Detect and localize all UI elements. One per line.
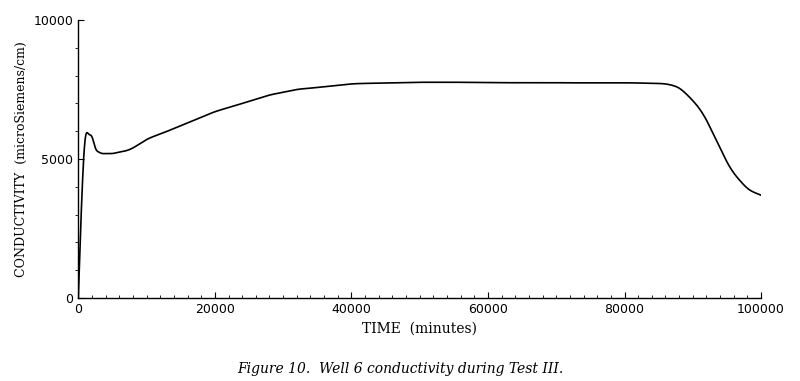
Y-axis label: CONDUCTIVITY  (microSiemens/cm): CONDUCTIVITY (microSiemens/cm): [15, 41, 28, 277]
Text: Figure 10.  Well 6 conductivity during Test III.: Figure 10. Well 6 conductivity during Te…: [237, 362, 563, 376]
X-axis label: TIME  (minutes): TIME (minutes): [362, 322, 477, 336]
